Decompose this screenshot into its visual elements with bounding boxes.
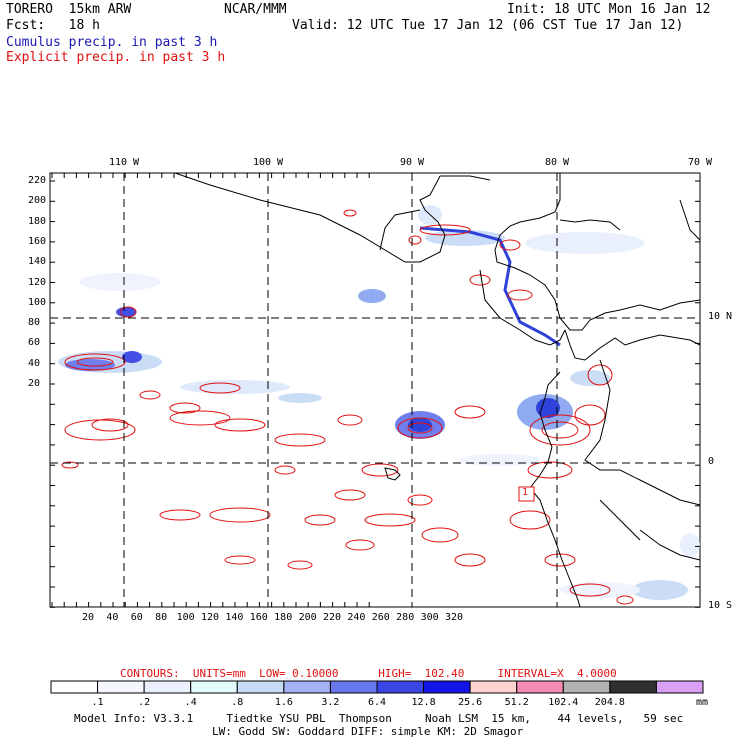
bottom-x-tick: 200 <box>298 612 317 623</box>
left-y-tick: 140 <box>28 256 47 268</box>
left-y-tick: 80 <box>28 317 41 329</box>
bottom-x-tick: 140 <box>225 612 244 623</box>
colorbar-swatch <box>190 680 238 694</box>
colorbar-swatch <box>423 680 471 694</box>
bottom-x-tick: 60 <box>130 612 143 623</box>
colorbar-swatch <box>329 680 378 694</box>
colorbar-label: 3.2 <box>321 697 340 708</box>
bottom-x-tick: 280 <box>396 612 415 623</box>
colorbar-label: 51.2 <box>504 697 529 708</box>
colorbar-label: .4 <box>184 697 197 708</box>
left-y-tick: 180 <box>28 215 47 227</box>
colorbar-label: .2 <box>138 697 151 708</box>
coastlines <box>174 172 701 608</box>
colorbar-label: 12.8 <box>411 697 436 708</box>
colorbar-swatch <box>655 680 704 694</box>
left-y-tick: 100 <box>28 296 47 308</box>
model-title: TORERO 15km ARW <box>6 2 132 17</box>
field-explicit-label: Explicit precip. in past 3 h <box>6 50 226 65</box>
bottom-x-tick: 20 <box>81 612 95 623</box>
colorbar-swatch <box>376 680 425 694</box>
contour-label-box <box>518 486 535 502</box>
bottom-x-tick: 80 <box>155 612 168 623</box>
colorbar-label: 1.6 <box>274 697 293 708</box>
colorbar-swatch <box>516 680 564 694</box>
left-y-tick: 220 <box>28 175 47 186</box>
bottom-x-tick: 240 <box>347 612 366 623</box>
bottom-x-tick: 320 <box>444 612 464 623</box>
bottom-x-tick: 160 <box>249 612 268 623</box>
contour-label-text: 1 <box>522 487 529 498</box>
left-y-tick: 60 <box>28 337 41 349</box>
colorbar-swatch <box>97 680 145 694</box>
init-time: Init: 18 UTC Mon 16 Jan 12 <box>507 2 711 17</box>
left-y-tick: 200 <box>28 195 47 207</box>
colorbar-label: 25.6 <box>458 697 483 708</box>
forecast-hour: Fcst: 18 h <box>6 18 100 33</box>
left-y-tick: 160 <box>28 235 47 247</box>
top-lon-label: 100 W <box>252 157 284 168</box>
colorbar-label: .1 <box>91 697 104 708</box>
right-lat-label: 0 <box>708 456 715 467</box>
contours-info: CONTOURS: UNITS=mm LOW= 0.10000 HIGH= 10… <box>120 667 617 680</box>
colorbar-swatch <box>609 680 657 694</box>
colorbar-swatch <box>283 680 331 694</box>
left-y-tick: 120 <box>28 276 47 288</box>
graticule <box>50 173 700 607</box>
bottom-x-tick: 40 <box>106 612 119 623</box>
right-lat-label: 10 N <box>708 311 733 322</box>
top-lon-label: 70 W <box>687 157 713 168</box>
bottom-x-tick: 100 <box>176 612 195 623</box>
colorbar-label: 204.8 <box>594 697 625 708</box>
colorbar-label: .8 <box>231 697 244 708</box>
colorbar-swatch <box>236 680 285 694</box>
model-info-line1: Model Info: V3.3.1 Tiedtke YSU PBL Thomp… <box>74 712 684 725</box>
valid-time: Valid: 12 UTC Tue 17 Jan 12 (06 CST Tue … <box>292 18 684 33</box>
top-lon-label: 80 W <box>544 157 570 168</box>
colorbar-label: 102.4 <box>548 697 579 708</box>
left-y-tick: 20 <box>28 378 41 389</box>
bottom-x-tick: 260 <box>371 612 390 623</box>
model-info-line2: LW: Godd SW: Goddard DIFF: simple KM: 2D… <box>212 725 524 738</box>
left-y-tick: 40 <box>28 357 41 369</box>
org-label: NCAR/MMM <box>224 2 287 17</box>
top-lon-label: 110 W <box>108 157 140 168</box>
field-cumulus-label: Cumulus precip. in past 3 h <box>6 35 218 50</box>
bottom-x-tick: 220 <box>322 612 342 623</box>
right-lat-label: 10 S <box>708 600 733 611</box>
bottom-x-tick: 300 <box>420 612 439 623</box>
frame-ticks <box>50 173 700 608</box>
colorbar-unit: mm <box>696 697 709 708</box>
colorbar-swatch <box>562 680 611 694</box>
bottom-x-tick: 180 <box>274 612 293 623</box>
top-lon-label: 90 W <box>399 157 425 168</box>
bottom-x-tick: 120 <box>200 612 220 623</box>
colorbar-label: 6.4 <box>367 697 387 708</box>
colorbar-swatch <box>469 680 518 694</box>
colorbar-swatch <box>143 680 192 694</box>
colorbar-swatch <box>50 680 99 694</box>
